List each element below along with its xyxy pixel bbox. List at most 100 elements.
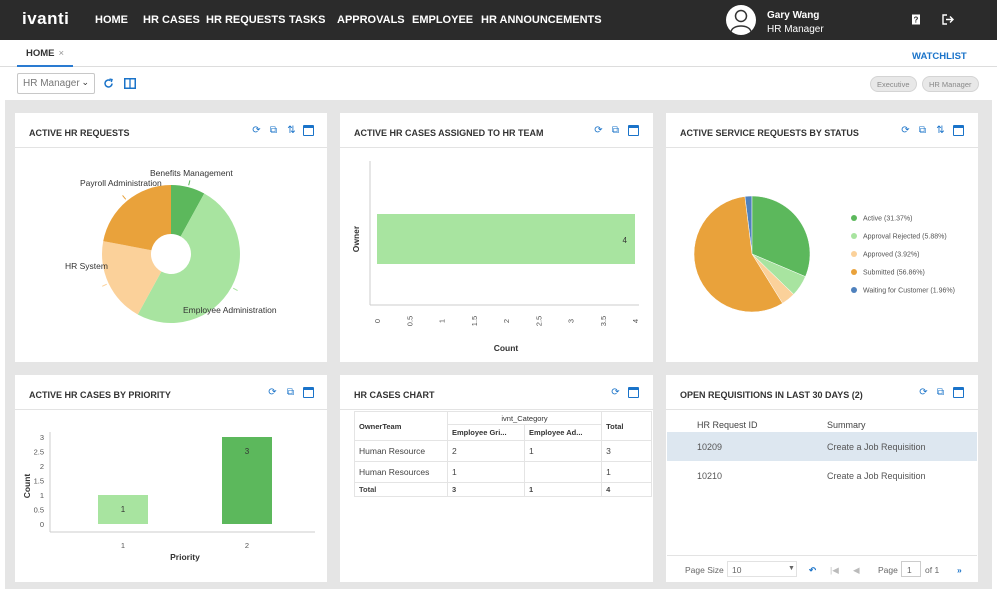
tab-home[interactable]: HOME × [17,40,74,67]
refresh-icon[interactable]: ⟳ [252,125,261,136]
legend-marker [851,215,857,221]
window-icon[interactable] [303,387,314,398]
nav-hr-cases[interactable]: HR CASES [143,14,200,26]
table-cell: 3 [446,482,526,497]
page-number-input[interactable]: 1 [901,561,921,577]
request-summary[interactable]: Create a Job Requisition [827,442,926,452]
y-axis-title: Count [22,474,32,499]
legend-marker [851,233,857,239]
table-cell: 1 [524,440,603,462]
hbar-chart: 4 0 0.5 1 1.5 2 2.5 3 3.5 4 Count Owner [351,161,640,353]
panel-title: HR CASES CHART [354,390,435,400]
first-page-icon[interactable]: |◀ [830,565,839,575]
tab-close-icon[interactable]: × [58,48,65,59]
export-icon[interactable]: ⧉ [918,125,927,136]
x-tick-label: 0 [373,319,382,323]
legend-label: Approved (3.92%) [863,252,919,259]
legend-label: Waiting for Customer (1.96%) [863,288,955,295]
export-icon[interactable]: ⧉ [286,387,295,398]
refresh-icon[interactable]: ⟳ [268,387,277,398]
last-page-icon[interactable]: » [957,565,962,575]
donut-slice [102,241,162,315]
nav-tasks[interactable]: TASKS [289,14,326,26]
donut-slice-label: HR System [65,261,108,271]
table-cell: 3 [601,440,652,462]
refresh-icon[interactable]: ⟳ [611,387,620,398]
refresh-icon[interactable]: ⟳ [594,125,603,136]
table-row[interactable]: 10209 Create a Job Requisition [667,432,977,461]
table-row[interactable]: 10210 Create a Job Requisition [667,461,977,490]
pill-executive[interactable]: Executive [870,76,917,92]
watchlist-link[interactable]: WATCHLIST [912,51,967,62]
page-label: Page [878,565,898,575]
swap-icon[interactable]: ⇅ [936,125,945,136]
panel-title: ACTIVE HR CASES BY PRIORITY [29,390,171,400]
ivanti-logo[interactable]: ivanti [22,9,70,28]
donut-slice-label: Benefits Management [150,168,233,178]
tab-bar: HOME × [0,40,997,67]
y-tick-label: 1 [40,491,44,500]
window-icon[interactable] [953,125,964,136]
x-axis-title: Count [494,343,519,353]
role-select[interactable]: HR Manager ⌄ [17,73,95,94]
y-tick-label: 0.5 [34,506,44,515]
page-number: 1 [907,565,912,575]
bar [222,437,272,524]
donut-leader-line [122,195,127,200]
chevron-down-icon: ⌄ [81,77,89,87]
vbar-chart: 0 0.5 1 1.5 2 2.5 3 1 1 3 2 Priority Count [22,432,315,562]
export-icon[interactable]: ⧉ [269,125,278,136]
user-role: HR Manager [767,24,824,35]
window-icon[interactable] [628,387,639,398]
legend-marker [851,287,857,293]
page-size-select[interactable]: 10 ▼ [727,561,797,577]
donut-leader-line [102,283,107,287]
request-summary[interactable]: Create a Job Requisition [827,471,926,481]
request-id[interactable]: 10209 [697,442,723,452]
bar-value-label: 3 [245,447,250,456]
prev-page-icon[interactable]: ◀ [853,565,860,575]
table-group-header: ivnt_Category [446,411,603,425]
pie-slice [751,195,811,277]
help-book-icon[interactable]: ? [911,14,921,28]
refresh-icon[interactable]: ⟳ [919,387,928,398]
avatar[interactable] [726,5,756,35]
nav-home[interactable]: HOME [95,14,128,26]
table-cell: Human Resource [354,440,448,462]
export-icon[interactable]: ⧉ [936,387,945,398]
panel-title: ACTIVE HR CASES ASSIGNED TO HR TEAM [354,128,544,138]
x-tick-label: 3.5 [599,316,608,326]
legend-marker [851,251,857,257]
undo-icon[interactable]: ↶ [809,565,817,575]
swap-icon[interactable]: ⇅ [287,125,296,136]
x-tick-label: 2 [502,319,511,323]
export-icon[interactable]: ⧉ [611,125,620,136]
nav-hr-requests[interactable]: HR REQUESTS [206,14,286,26]
nav-hr-announcements[interactable]: HR ANNOUNCEMENTS [481,14,602,26]
refresh-icon[interactable]: ⟳ [901,125,910,136]
table-row: Human Resources 1 1 [354,461,652,483]
request-id[interactable]: 10210 [697,471,723,481]
logout-icon[interactable] [942,14,954,28]
window-icon[interactable] [953,387,964,398]
y-tick-label: 2 [40,462,44,471]
table-header: Total [601,411,652,441]
nav-employee[interactable]: EMPLOYEE [412,14,474,26]
table-row: Human Resource 2 1 3 [354,440,652,462]
legend-marker [851,269,857,275]
refresh-icon[interactable] [103,78,114,92]
pill-hr-manager[interactable]: HR Manager [922,76,979,92]
window-icon[interactable] [628,125,639,136]
column-header-summary[interactable]: Summary [827,420,866,430]
nav-approvals[interactable]: APPROVALS [337,14,405,26]
legend-label: Active (31.37%) [863,216,912,223]
layout-icon[interactable] [124,78,136,92]
user-icon [730,9,752,33]
column-header-id[interactable]: HR Request ID [697,420,758,430]
window-icon[interactable] [303,125,314,136]
dashboard-toolbar: HR Manager ⌄ Executive HR Manager [0,68,997,100]
user-name[interactable]: Gary Wang [767,10,820,21]
donut-leader-line [232,287,238,292]
table-total-row: Total 3 1 4 [354,482,652,497]
x-tick-label: 2 [245,541,249,550]
